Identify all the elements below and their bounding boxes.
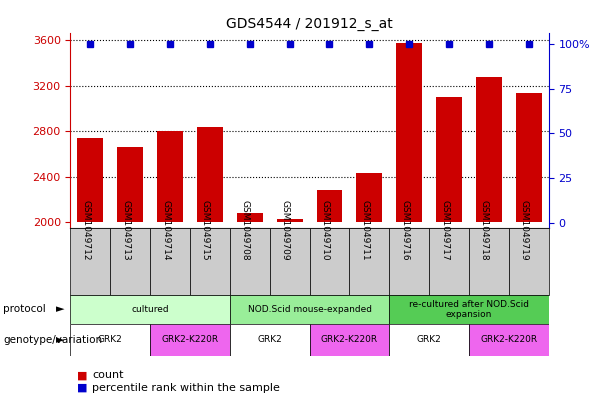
Bar xyxy=(509,228,549,295)
Bar xyxy=(436,97,462,222)
Text: GSM1049710: GSM1049710 xyxy=(321,200,330,260)
Bar xyxy=(197,127,223,222)
Text: GRK2: GRK2 xyxy=(417,336,441,344)
Bar xyxy=(150,324,230,356)
Bar xyxy=(117,147,143,222)
Bar xyxy=(310,324,389,356)
Bar xyxy=(150,228,190,295)
Text: GRK2-K220R: GRK2-K220R xyxy=(161,336,219,344)
Bar xyxy=(110,228,150,295)
Text: GSM1049715: GSM1049715 xyxy=(201,200,210,260)
Text: percentile rank within the sample: percentile rank within the sample xyxy=(92,383,280,393)
Bar xyxy=(237,213,263,222)
Bar xyxy=(316,190,343,222)
Bar xyxy=(389,295,549,324)
Bar xyxy=(70,295,230,324)
Text: ►: ► xyxy=(56,305,64,314)
Bar xyxy=(349,228,389,295)
Bar xyxy=(356,173,383,222)
Text: protocol: protocol xyxy=(3,305,46,314)
Bar xyxy=(230,295,389,324)
Text: GSM1049718: GSM1049718 xyxy=(480,200,489,260)
Text: GSM1049714: GSM1049714 xyxy=(161,200,170,260)
Text: GRK2: GRK2 xyxy=(257,336,282,344)
Title: GDS4544 / 201912_s_at: GDS4544 / 201912_s_at xyxy=(226,17,393,31)
Bar xyxy=(270,228,310,295)
Bar xyxy=(476,77,502,222)
Text: GSM1049712: GSM1049712 xyxy=(82,200,91,260)
Text: GSM1049719: GSM1049719 xyxy=(520,200,528,260)
Bar xyxy=(310,228,349,295)
Text: re-cultured after NOD.Scid
expansion: re-cultured after NOD.Scid expansion xyxy=(409,300,529,319)
Text: ■: ■ xyxy=(77,383,87,393)
Bar xyxy=(190,228,230,295)
Text: GSM1049709: GSM1049709 xyxy=(281,200,289,260)
Bar xyxy=(469,324,549,356)
Text: GSM1049716: GSM1049716 xyxy=(400,200,409,260)
Text: ►: ► xyxy=(56,335,64,345)
Text: GSM1049713: GSM1049713 xyxy=(121,200,130,260)
Text: GSM1049717: GSM1049717 xyxy=(440,200,449,260)
Text: GRK2: GRK2 xyxy=(98,336,123,344)
Bar xyxy=(157,131,183,222)
Text: GRK2-K220R: GRK2-K220R xyxy=(480,336,538,344)
Text: count: count xyxy=(92,370,123,380)
Bar xyxy=(230,228,270,295)
Bar xyxy=(389,324,469,356)
Text: GSM1049711: GSM1049711 xyxy=(360,200,369,260)
Bar xyxy=(77,138,104,222)
Text: NOD.Scid mouse-expanded: NOD.Scid mouse-expanded xyxy=(248,305,371,314)
Bar xyxy=(70,228,110,295)
Bar xyxy=(276,219,303,222)
Text: ■: ■ xyxy=(77,370,87,380)
Bar xyxy=(396,42,422,222)
Bar xyxy=(469,228,509,295)
Text: GSM1049708: GSM1049708 xyxy=(241,200,250,260)
Text: GRK2-K220R: GRK2-K220R xyxy=(321,336,378,344)
Bar xyxy=(429,228,469,295)
Bar xyxy=(70,324,150,356)
Bar xyxy=(389,228,429,295)
Text: genotype/variation: genotype/variation xyxy=(3,335,102,345)
Text: cultured: cultured xyxy=(131,305,169,314)
Bar xyxy=(516,93,542,222)
Bar xyxy=(230,324,310,356)
